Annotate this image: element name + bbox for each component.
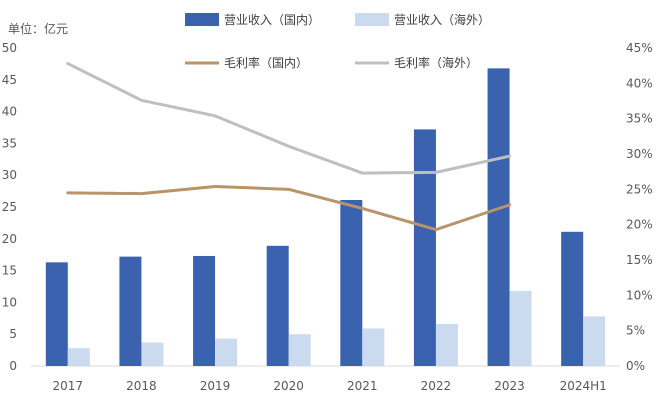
bars: [45, 68, 606, 367]
legend: 营业收入（国内） 营业收入（海外） 毛利率（国内） 毛利率（海外）: [185, 12, 490, 70]
y-right-tick-label: 15%: [626, 253, 653, 267]
x-tick-label: 2024H1: [560, 379, 607, 393]
bar-overseas-revenue: [215, 338, 238, 366]
bar-domestic-revenue: [119, 256, 142, 366]
legend-label: 毛利率（国内）: [224, 55, 308, 70]
y-right-tick-label: 25%: [626, 182, 653, 196]
y-left-tick-label: 5: [9, 327, 17, 341]
legend-swatch: [355, 13, 389, 26]
lines: [66, 62, 512, 232]
bar-domestic-revenue: [266, 245, 289, 366]
legend-label: 毛利率（海外）: [394, 55, 478, 70]
bar-domestic-revenue: [193, 255, 216, 366]
bar-overseas-revenue: [141, 342, 164, 366]
y-right-tick-label: 30%: [626, 147, 653, 161]
bar-domestic-revenue: [340, 200, 363, 366]
x-tick-label: 2018: [126, 379, 157, 393]
y-left-tick-label: 40: [2, 105, 17, 119]
bar-overseas-revenue: [288, 334, 311, 366]
y-left-tick-label: 25: [2, 200, 17, 214]
x-tick-label: 2020: [273, 379, 304, 393]
x-tick-label: 2021: [347, 379, 378, 393]
legend-label: 营业收入（国内）: [224, 13, 320, 27]
bar-overseas-revenue: [509, 290, 532, 366]
bar-overseas-revenue: [583, 316, 606, 366]
y-right-tick-label: 20%: [626, 218, 653, 232]
y-right-tick-label: 5%: [626, 324, 645, 338]
x-tick-label: 2023: [494, 379, 525, 393]
bar-domestic-revenue: [413, 129, 436, 366]
y-left-tick-label: 45: [2, 73, 17, 87]
x-tick-label: 2017: [53, 379, 84, 393]
y-right-tick-label: 10%: [626, 288, 653, 302]
axes: 0 5 10 15 20 25 30 35 40 45 50 0% 5% 10% 15% 20% 25% 30% 3…: [2, 41, 653, 393]
unit-label: 单位：亿元: [8, 21, 68, 36]
y-left-tick-label: 30: [2, 168, 17, 182]
bar-overseas-revenue: [435, 324, 458, 366]
y-left-tick-label: 10: [2, 295, 17, 309]
legend-label: 营业收入（海外）: [394, 12, 490, 27]
bar-overseas-revenue: [362, 328, 385, 366]
y-left-tick-label: 15: [2, 264, 17, 278]
bar-domestic-revenue: [561, 231, 584, 366]
y-left-tick-label: 50: [2, 41, 17, 55]
y-left-tick-label: 20: [2, 232, 17, 246]
bar-domestic-revenue: [487, 68, 510, 367]
bar-domestic-revenue: [45, 262, 68, 366]
line-overseas-margin: [66, 62, 512, 175]
y-left-tick-label: 0: [9, 359, 17, 373]
y-right-tick-label: 35%: [626, 112, 653, 126]
y-right-tick-label: 0%: [626, 359, 645, 373]
y-right-tick-label: 40%: [626, 76, 653, 90]
bar-overseas-revenue: [67, 348, 90, 366]
y-left-tick-label: 35: [2, 136, 17, 150]
x-tick-label: 2022: [421, 379, 452, 393]
line-domestic-margin: [66, 185, 512, 232]
y-right-tick-label: 45%: [626, 41, 653, 55]
x-tick-label: 2019: [200, 379, 231, 393]
legend-swatch: [185, 13, 219, 26]
